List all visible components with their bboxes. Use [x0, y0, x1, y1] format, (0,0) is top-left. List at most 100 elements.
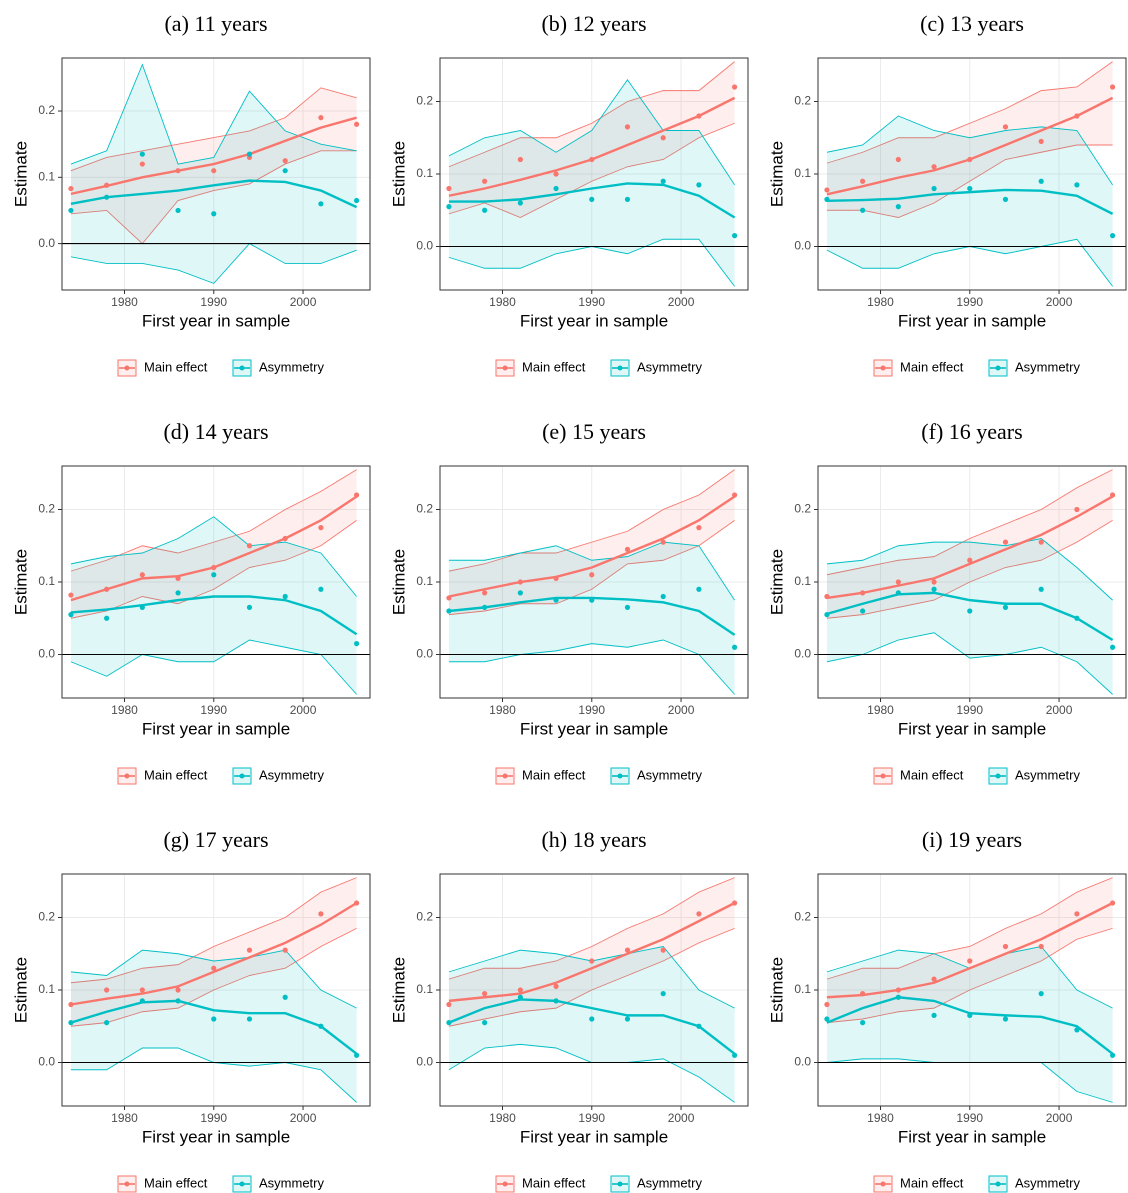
legend-point [124, 365, 130, 371]
y-tick-label: 0.0 [416, 239, 433, 253]
fit-line [448, 901, 736, 1003]
point [175, 998, 181, 1004]
plot-border [61, 57, 371, 291]
point [624, 1016, 631, 1022]
point [1038, 943, 1044, 950]
x-tick-label: 1980 [867, 295, 894, 309]
x-tick-label: 1980 [111, 703, 138, 717]
point [68, 185, 74, 192]
point [1074, 911, 1080, 917]
point [354, 197, 360, 204]
band-edge [70, 927, 357, 1027]
y-tick-label: 0.1 [794, 982, 811, 996]
panel-title: (c) 13 years [920, 11, 1024, 36]
x-tick-label: 1980 [111, 1111, 138, 1125]
fit-line [70, 595, 358, 636]
point [318, 115, 324, 121]
point [660, 593, 666, 600]
x-tick-label: 1990 [956, 295, 983, 309]
y-axis-title: Estimate [767, 549, 786, 615]
point [1074, 615, 1080, 621]
point [68, 592, 74, 598]
fit-line [70, 179, 358, 209]
point [246, 543, 253, 549]
point [482, 207, 488, 213]
panel-title: (i) 19 years [922, 827, 1022, 852]
fit-line [448, 182, 736, 219]
band-edge [448, 877, 735, 980]
legend-label: Asymmetry [1015, 1175, 1081, 1190]
point [446, 1020, 452, 1026]
point [824, 593, 830, 600]
plot-border [817, 57, 1127, 291]
point [139, 987, 145, 993]
band-edge [70, 243, 357, 284]
y-tick-label: 0.2 [38, 502, 55, 516]
legend-label: Main effect [900, 359, 964, 374]
point [624, 604, 631, 610]
point [660, 991, 666, 997]
fit-line [826, 188, 1114, 215]
point [446, 185, 452, 192]
point [553, 185, 559, 192]
point [1110, 1052, 1116, 1058]
band-edge [448, 541, 735, 601]
point [517, 200, 523, 206]
point [589, 572, 595, 578]
y-tick-label: 0.1 [794, 166, 811, 180]
point [589, 156, 595, 163]
point [104, 987, 110, 993]
point [354, 121, 360, 127]
point [175, 207, 181, 214]
point [553, 998, 559, 1004]
point [660, 539, 666, 545]
x-tick-label: 2000 [1046, 703, 1073, 717]
point [624, 546, 631, 552]
point [446, 1001, 452, 1008]
point [1002, 124, 1009, 130]
x-axis-title: First year in sample [898, 719, 1046, 738]
point [895, 156, 901, 163]
panel-title: (g) 17 years [163, 827, 268, 852]
legend-point [502, 365, 508, 371]
point [860, 608, 866, 614]
x-axis-title: First year in sample [898, 1127, 1046, 1146]
point [696, 525, 702, 531]
point [517, 590, 523, 596]
x-tick-label: 1990 [956, 1111, 983, 1125]
legend-point [995, 1181, 1001, 1187]
legend-point [239, 365, 245, 371]
point [211, 564, 217, 571]
point [860, 207, 866, 213]
ribbon [70, 516, 357, 695]
panel-title: (a) 11 years [164, 11, 267, 36]
point [104, 194, 110, 200]
x-tick-label: 1980 [489, 703, 516, 717]
point [967, 557, 973, 563]
point [860, 590, 866, 596]
point [1074, 506, 1080, 513]
fit-line [826, 901, 1114, 999]
point [696, 182, 702, 188]
point [246, 604, 253, 610]
fit-line [70, 901, 358, 1006]
x-axis-title: First year in sample [142, 311, 290, 330]
point [967, 958, 973, 964]
point [895, 590, 901, 596]
y-tick-label: 0.0 [416, 1055, 433, 1069]
legend-label: Main effect [144, 767, 208, 782]
point [660, 178, 666, 184]
point [589, 958, 595, 964]
fit-line [70, 116, 357, 196]
point [824, 1016, 830, 1022]
legend-point [617, 365, 623, 371]
x-tick-label: 2000 [668, 1111, 695, 1125]
point [175, 987, 181, 993]
point [732, 900, 738, 906]
x-tick-label: 1990 [200, 703, 227, 717]
